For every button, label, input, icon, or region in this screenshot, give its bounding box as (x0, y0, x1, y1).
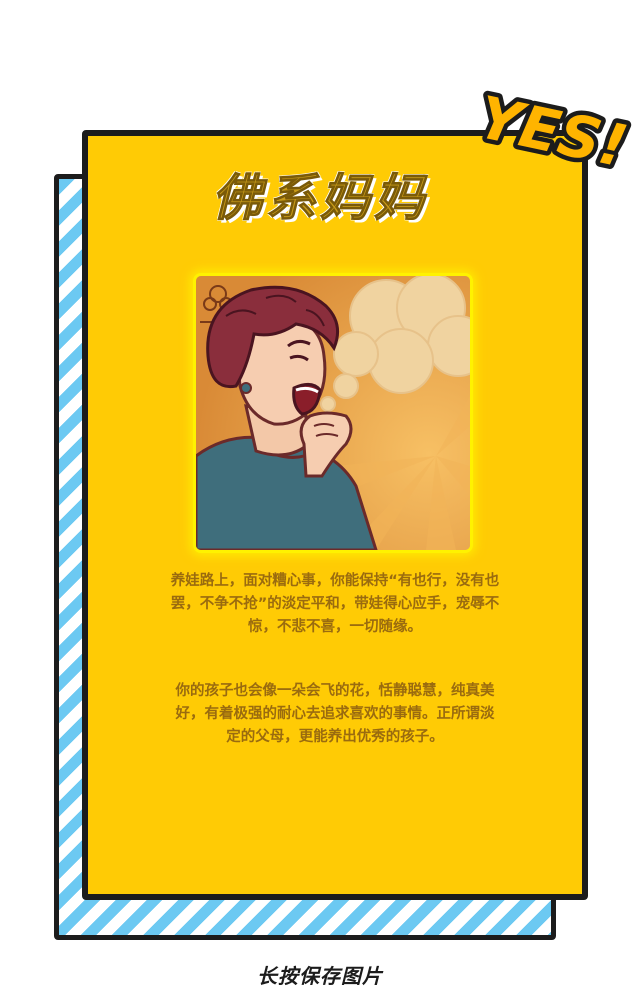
result-title: 佛系妈妈 (212, 168, 428, 228)
svg-text:YES!: YES! (472, 83, 633, 181)
retro-woman-illustration (193, 273, 473, 553)
description-paragraph-1: 养娃路上，面对糟心事，你能保持“有也行，没有也罢，不争不抢”的淡定平和，带娃得心… (170, 573, 500, 635)
yes-badge: YES! (468, 79, 638, 186)
speech-cloud (320, 276, 470, 412)
description-paragraph-2: 你的孩子也会像一朵会飞的花，恬静聪慧，纯真美好，有着极强的耐心去追求喜欢的事情。… (175, 683, 495, 745)
long-press-save-label[interactable]: 长按保存图片 (257, 964, 383, 988)
